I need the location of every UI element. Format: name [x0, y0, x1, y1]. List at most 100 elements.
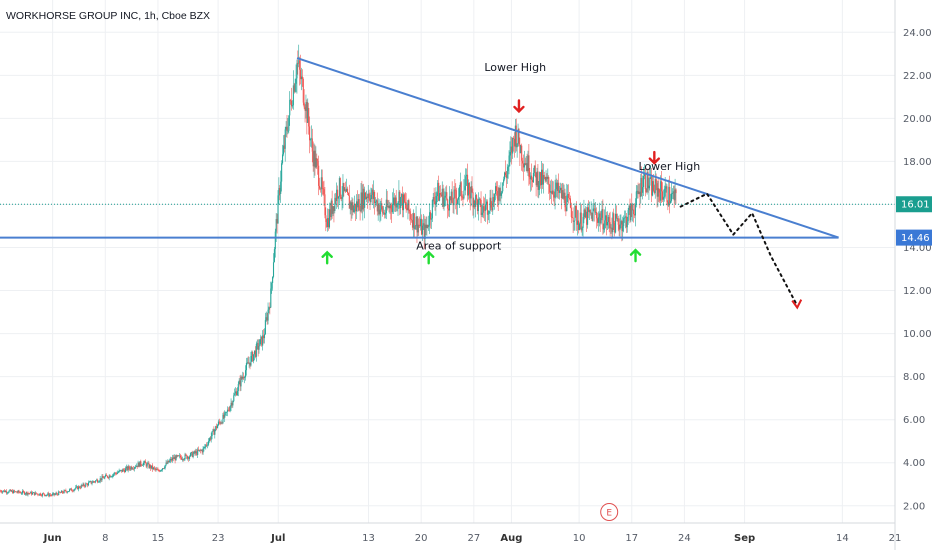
candle-body — [562, 190, 564, 199]
candle-body — [351, 202, 353, 211]
candle-body — [65, 490, 67, 492]
candle-body — [120, 469, 122, 471]
candle-body — [551, 190, 553, 194]
price-axis[interactable]: 2.004.006.008.0010.0012.0014.0016.0018.0… — [894, 0, 932, 550]
candle-body — [594, 208, 596, 213]
candle-body — [168, 460, 170, 463]
candle-body — [418, 224, 420, 226]
candle-body — [297, 62, 299, 64]
candle-body — [467, 182, 470, 196]
candle-body — [197, 449, 199, 455]
candle-body — [400, 197, 402, 209]
candle-body — [521, 145, 523, 161]
candle-body — [392, 197, 395, 204]
candle-body — [438, 182, 440, 201]
candle-body — [595, 211, 597, 213]
candle-body — [320, 177, 322, 190]
candle-body — [460, 182, 462, 197]
candle-body — [157, 469, 159, 471]
candle-body — [207, 444, 209, 446]
candle-body — [291, 105, 294, 107]
candle-body — [554, 189, 556, 198]
candle-body — [338, 178, 340, 197]
candle-body — [148, 463, 150, 468]
candle-body — [580, 212, 582, 231]
candle-body — [476, 195, 478, 200]
candle-body — [0, 490, 1, 492]
candle-body — [62, 492, 64, 494]
candle-body — [181, 459, 183, 460]
candle-body — [672, 191, 674, 194]
candle-body — [328, 209, 331, 228]
candle-body — [555, 182, 557, 190]
candle-body — [563, 192, 565, 199]
candle-body — [159, 470, 161, 472]
candle-body — [548, 177, 550, 185]
candle-body — [305, 102, 307, 111]
candle-body — [53, 493, 55, 495]
candle-body — [59, 492, 62, 494]
candle-body — [215, 426, 217, 430]
candle-body — [252, 352, 254, 362]
candle-body — [44, 494, 46, 496]
candle-body — [126, 466, 128, 471]
candle-body — [47, 493, 49, 495]
candle-body — [609, 222, 611, 229]
candle-body — [219, 422, 221, 424]
candle-body — [412, 213, 414, 228]
candle-body — [48, 493, 50, 496]
candle-body — [542, 175, 544, 185]
candle-body — [417, 224, 419, 233]
candle-body — [103, 477, 105, 479]
candle-body — [123, 469, 125, 471]
candle-body — [337, 196, 340, 199]
candle-body — [169, 460, 171, 463]
candle-body — [155, 469, 157, 470]
candle-body — [134, 466, 136, 468]
time-axis[interactable]: Jun 8 15 23 Jul 13 20 27 Aug 10 17 24 Sep 14 21 — [0, 522, 901, 544]
candle-body — [375, 200, 377, 202]
candle-body — [272, 276, 274, 284]
y-tick-label: 8.00 — [903, 372, 925, 383]
candle-body — [29, 493, 31, 495]
candle-body — [21, 493, 23, 495]
candle-body — [603, 228, 605, 230]
candle-body — [184, 454, 186, 459]
candle-body — [365, 192, 367, 200]
candle-body — [206, 444, 208, 446]
candle-body — [193, 451, 195, 454]
candle-body — [384, 213, 386, 215]
candle-body — [308, 108, 310, 127]
candle-body — [633, 214, 636, 216]
x-tick-label: 23 — [212, 533, 225, 544]
candle-body — [275, 219, 277, 232]
candle-body — [670, 193, 673, 201]
candle-body — [143, 462, 145, 466]
candle-body — [55, 493, 57, 495]
candle-body — [395, 197, 397, 208]
candle-body — [627, 210, 629, 222]
candle-body — [323, 189, 325, 195]
candle-body — [127, 466, 129, 471]
candle-body — [122, 469, 124, 472]
candle-body — [81, 485, 83, 486]
candle-body — [201, 450, 203, 453]
candle-body — [527, 155, 529, 172]
candle-body — [357, 199, 359, 208]
candle-body — [592, 208, 594, 221]
candle-body — [565, 207, 567, 212]
candle-body — [196, 451, 198, 455]
candle-body — [543, 175, 545, 177]
candle-body — [238, 380, 240, 385]
candle-body — [653, 190, 655, 194]
candle-body — [345, 189, 347, 192]
candle-body — [111, 476, 113, 478]
candle-body — [212, 429, 214, 432]
candle-body — [559, 187, 562, 191]
candle-body — [314, 150, 316, 168]
candle-body — [541, 169, 543, 186]
candle-body — [340, 196, 342, 199]
candle-body — [497, 198, 499, 201]
candle-body — [360, 192, 362, 212]
